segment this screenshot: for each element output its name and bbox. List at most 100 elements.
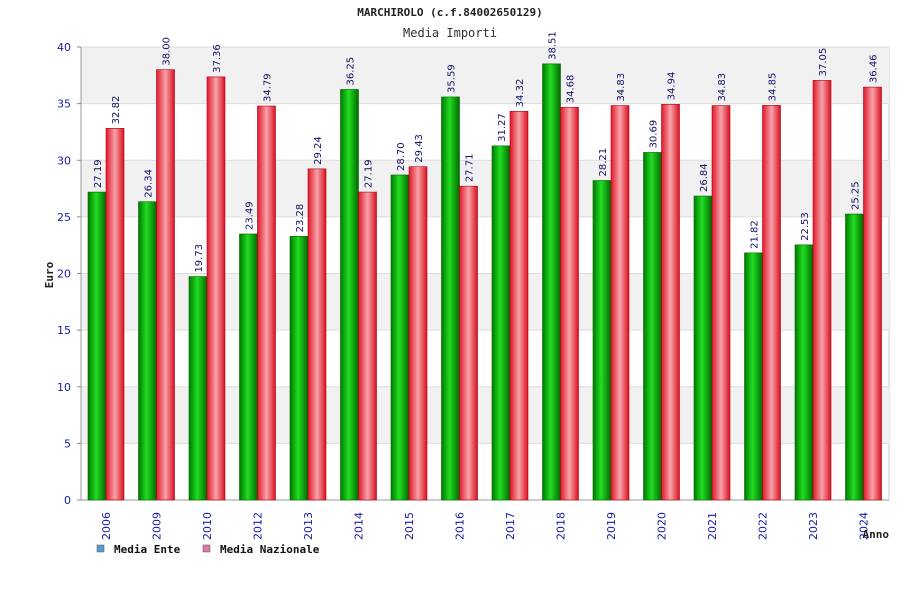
- legend-label-media-ente: Media Ente: [114, 543, 181, 556]
- data-label-media-ente-2015: 28.70: [396, 142, 407, 171]
- bar-media-ente-2012: [239, 233, 258, 501]
- data-label-media-nazionale-2010: 37.36: [212, 44, 223, 73]
- data-label-media-ente-2016: 35.59: [447, 64, 458, 93]
- bar-media-ente-2014: [340, 89, 359, 501]
- x-tick-label: 2013: [302, 512, 315, 540]
- y-tick-label: 15: [57, 324, 71, 337]
- data-label-media-ente-2022: 21.82: [750, 220, 761, 249]
- y-tick-label: 20: [57, 268, 71, 281]
- data-label-media-nazionale-2020: 34.94: [667, 72, 678, 101]
- x-tick-label: 2010: [201, 512, 214, 540]
- bar-media-nazionale-2015: [408, 166, 428, 501]
- legend-swatch-media-ente: [96, 544, 105, 553]
- y-axis-label: Euro: [43, 261, 56, 288]
- data-label-media-ente-2018: 38.51: [548, 31, 559, 60]
- bar-media-ente-2018: [542, 63, 561, 501]
- bar-media-nazionale-2010: [206, 76, 226, 501]
- data-label-media-nazionale-2024: 36.46: [869, 54, 880, 83]
- bar-media-ente-2010: [188, 276, 208, 501]
- data-label-media-nazionale-2015: 29.43: [414, 134, 425, 163]
- data-label-media-nazionale-2017: 34.32: [515, 79, 526, 108]
- y-tick-label: 25: [57, 211, 71, 224]
- x-tick-label: 2006: [100, 512, 113, 540]
- bar-media-ente-2013: [289, 236, 309, 501]
- x-tick-label: 2014: [353, 512, 366, 540]
- bar-media-ente-2021: [693, 195, 713, 501]
- x-tick-label: 2019: [605, 512, 618, 540]
- x-tick-label: 2009: [151, 512, 164, 540]
- data-label-media-ente-2010: 19.73: [194, 244, 205, 273]
- bar-media-nazionale-2013: [307, 168, 327, 501]
- x-tick-label: 2018: [555, 512, 568, 540]
- y-tick-label: 35: [57, 98, 71, 111]
- data-label-media-ente-2019: 28.21: [598, 148, 609, 177]
- y-tick-label: 10: [57, 381, 71, 394]
- data-labels: 27.19 32.82 26.34 38.00 19.73 37.36 23.49 34.79…: [93, 31, 880, 272]
- data-label-media-ente-2017: 31.27: [497, 113, 508, 142]
- chart-subtitle: Media Importi: [403, 26, 497, 40]
- data-label-media-nazionale-2009: 38.00: [162, 37, 173, 66]
- y-tick-label: 5: [64, 437, 71, 450]
- bar-media-nazionale-2016: [459, 185, 478, 501]
- bar-media-nazionale-2006: [105, 128, 125, 501]
- bar-media-nazionale-2019: [610, 105, 630, 501]
- bar-media-nazionale-2020: [661, 104, 680, 501]
- y-tick-label: 40: [57, 41, 71, 54]
- bar-media-ente-2024: [845, 213, 864, 501]
- data-label-media-nazionale-2021: 34.83: [717, 73, 728, 102]
- bar-media-ente-2017: [491, 145, 511, 501]
- bar-media-ente-2006: [87, 191, 107, 501]
- bar-media-nazionale-2022: [762, 105, 781, 501]
- data-label-media-nazionale-2022: 34.85: [768, 73, 779, 102]
- x-tick-label: 2016: [454, 512, 467, 540]
- data-label-media-ente-2009: 26.34: [144, 169, 155, 198]
- x-tick-label: 2012: [252, 512, 265, 540]
- data-label-media-ente-2012: 23.49: [245, 201, 256, 230]
- bar-media-nazionale-2014: [358, 191, 377, 501]
- x-tick-label: 2024: [858, 512, 871, 540]
- x-tick-label: 2017: [504, 512, 517, 540]
- chart-title: MARCHIROLO (c.f.84002650129): [357, 6, 542, 19]
- data-label-media-nazionale-2018: 34.68: [566, 75, 577, 104]
- data-label-media-nazionale-2016: 27.71: [465, 154, 476, 183]
- legend-label-media-nazionale: Media Nazionale: [220, 543, 320, 556]
- bar-media-nazionale-2017: [509, 111, 529, 501]
- bar-media-nazionale-2021: [711, 105, 731, 501]
- data-label-media-nazionale-2013: 29.24: [313, 136, 324, 165]
- bar-media-nazionale-2009: [156, 69, 175, 501]
- x-tick-label: 2021: [706, 512, 719, 540]
- bar-media-nazionale-2012: [257, 105, 276, 501]
- data-label-media-nazionale-2006: 32.82: [111, 96, 122, 125]
- x-axis-label: Anno: [863, 528, 890, 541]
- data-label-media-nazionale-2012: 34.79: [263, 73, 274, 102]
- legend-swatch-media-nazionale: [202, 544, 211, 553]
- y-tick-label: 0: [64, 494, 71, 507]
- bar-media-nazionale-2024: [863, 86, 882, 501]
- x-tick-label: 2022: [757, 512, 770, 540]
- bar-media-ente-2023: [794, 244, 814, 501]
- data-label-media-ente-2020: 30.69: [649, 120, 660, 149]
- bar-media-ente-2009: [138, 201, 157, 501]
- x-tick-label: 2020: [656, 512, 669, 540]
- bar-media-nazionale-2023: [812, 80, 832, 501]
- data-label-media-ente-2024: 25.25: [851, 181, 862, 210]
- data-label-media-nazionale-2014: 27.19: [364, 159, 375, 188]
- data-label-media-ente-2014: 36.25: [346, 57, 357, 86]
- bars: [87, 63, 882, 501]
- data-label-media-ente-2023: 22.53: [800, 212, 811, 241]
- bar-media-ente-2016: [441, 96, 460, 501]
- bar-media-nazionale-2018: [560, 106, 579, 501]
- legend: Media Ente Media Nazionale: [96, 543, 320, 556]
- y-tick-label: 30: [57, 154, 71, 167]
- data-label-media-nazionale-2023: 37.05: [818, 48, 829, 77]
- data-label-media-ente-2006: 27.19: [93, 159, 104, 188]
- data-label-media-ente-2021: 26.84: [699, 163, 710, 192]
- bar-media-ente-2015: [390, 174, 410, 501]
- bar-media-ente-2019: [592, 180, 612, 501]
- data-label-media-ente-2013: 23.28: [295, 204, 306, 233]
- x-tick-label: 2015: [403, 512, 416, 540]
- data-label-media-nazionale-2019: 34.83: [616, 73, 627, 102]
- x-tick-label: 2023: [807, 512, 820, 540]
- x-axis-ticks: 2006 2009 2010 2012 2013 2014 2015 2016 2017 2018…: [100, 512, 871, 540]
